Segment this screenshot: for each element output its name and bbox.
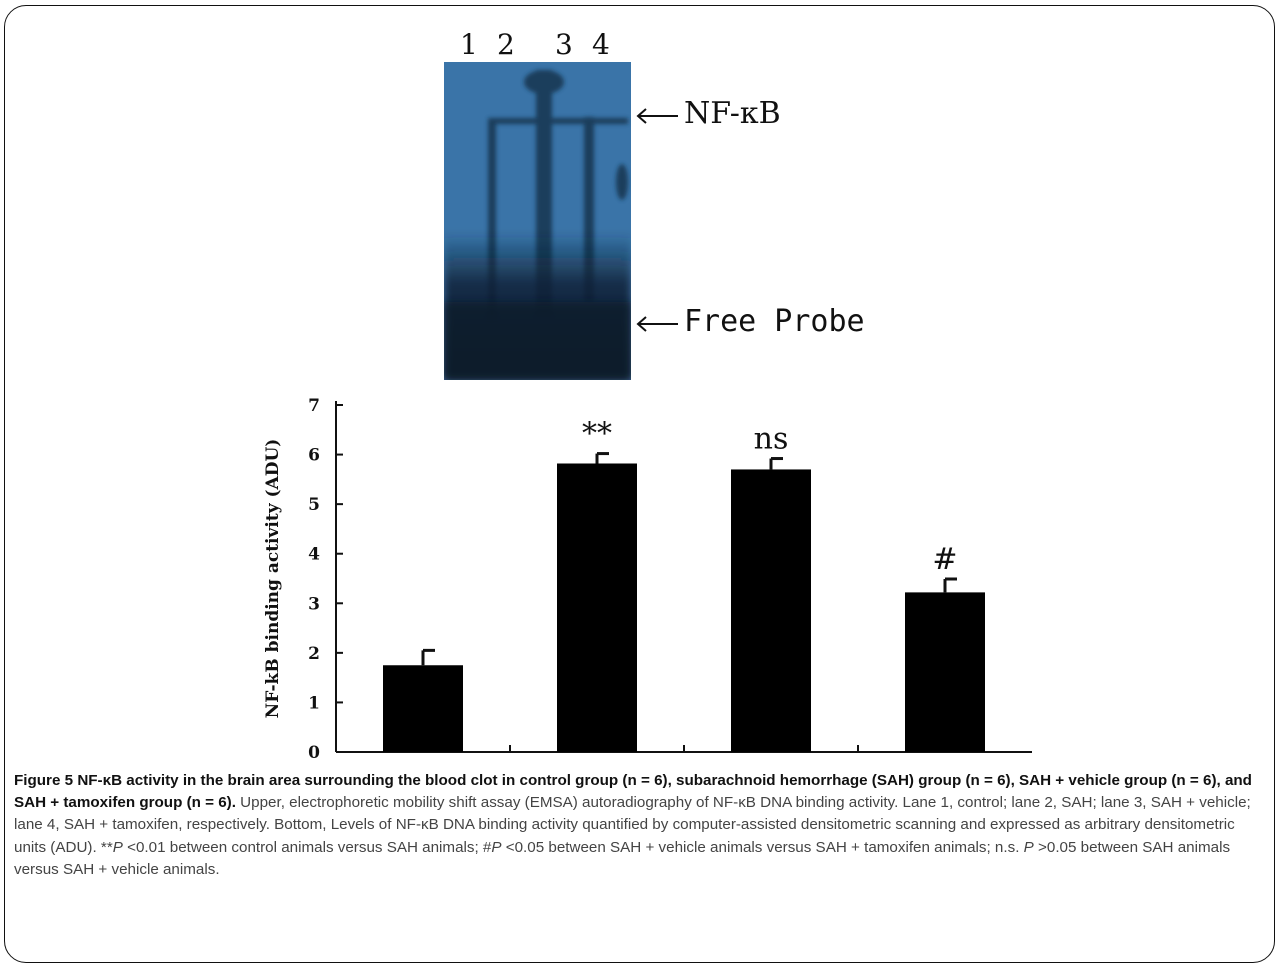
nfkb-band-label: NF-κB xyxy=(684,96,781,131)
y-tick-label-7: 7 xyxy=(308,396,320,416)
figure-label: Figure 5 xyxy=(14,772,74,789)
bar-SAH+vehicle xyxy=(731,469,811,752)
nfkb-arrow-icon xyxy=(636,108,678,124)
caption-body-2: <0.01 between control animals versus SAH… xyxy=(122,838,492,856)
caption-body-4: >0.05 between SAH animals versus SAH + v… xyxy=(14,838,1231,878)
significance-label-SAH+Tamoxifen: # xyxy=(932,542,957,577)
bar-SAH+Tamoxifen xyxy=(905,592,985,752)
bar-SAH xyxy=(557,463,637,752)
y-tick-label-5: 5 xyxy=(308,495,320,515)
caption-body-3: <0.05 between SAH + vehicle animals vers… xyxy=(501,838,1024,856)
y-tick-label-1: 1 xyxy=(308,693,320,713)
figure-frame xyxy=(4,5,1275,963)
y-tick-label-3: 3 xyxy=(308,594,320,614)
significance-label-SAH+vehicle: ns xyxy=(754,422,789,457)
figure-caption: Figure 5 NF-κB activity in the brain are… xyxy=(14,770,1266,881)
caption-p-2: P xyxy=(491,838,502,856)
y-tick-label-4: 4 xyxy=(308,545,320,565)
caption-p-1: P xyxy=(112,838,123,856)
lane-number-3: 3 xyxy=(555,28,573,61)
y-tick-label-2: 2 xyxy=(308,644,320,664)
y-axis-label: NF-kB binding activity (ADU) xyxy=(263,439,283,719)
lane-number-4: 4 xyxy=(592,28,610,61)
caption-body-1: Upper, electrophoretic mobility shift as… xyxy=(14,794,1251,856)
emsa-blot-svg xyxy=(444,62,631,380)
free-probe-arrow-icon xyxy=(636,316,678,332)
emsa-blot-image xyxy=(444,62,631,380)
y-tick-label-0: 0 xyxy=(308,743,320,763)
caption-title: NF-κB activity in the brain area surroun… xyxy=(14,772,1252,812)
y-tick-label-6: 6 xyxy=(308,446,320,466)
lane-number-1: 1 xyxy=(460,28,478,61)
bar-Control xyxy=(383,665,463,752)
significance-label-SAH: ** xyxy=(582,417,612,452)
free-probe-label: Free Probe xyxy=(684,304,865,339)
lane-number-2: 2 xyxy=(497,28,515,61)
caption-p-3: P xyxy=(1023,838,1034,856)
